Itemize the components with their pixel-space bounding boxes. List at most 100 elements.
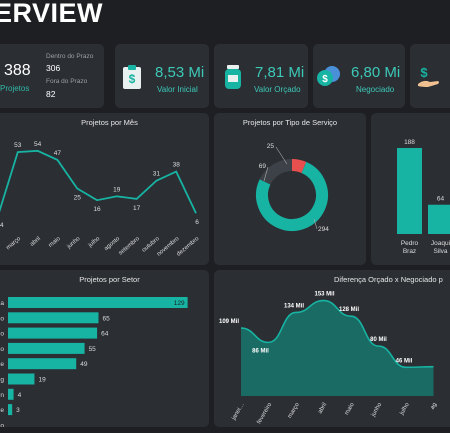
donut-slice xyxy=(291,159,307,174)
data-label: 17 xyxy=(133,205,141,212)
x-tick-label: maio xyxy=(344,401,356,416)
x-tick-label: Joaqui xyxy=(431,240,450,247)
projetos-por-setor-panel: Projetos por Setor a 129 o 65 o 64 o 55 e 49 g 19 n 4… xyxy=(0,270,209,427)
kpi-negociado-label: Negociado xyxy=(356,85,395,94)
x-tick-label: ag xyxy=(430,402,439,411)
x-tick-label: março xyxy=(287,401,301,419)
data-label: 64 xyxy=(101,331,109,338)
data-label: 153 Mil xyxy=(314,292,334,298)
x-tick-label: janei… xyxy=(231,402,246,422)
bar xyxy=(428,204,450,234)
x-tick-label: abril xyxy=(317,402,328,415)
kpi-projetos-card: 388 Projetos Dentro do Prazo 306 Fora do… xyxy=(0,44,104,108)
data-label: 19 xyxy=(38,377,46,384)
projetos-por-mes-chart: 4 53 54 47 25 16 19 17 31 38 6 março abril maio junho j… xyxy=(0,141,201,258)
y-tick-label: o xyxy=(0,315,4,322)
data-label: 65 xyxy=(103,315,111,322)
data-label: 38 xyxy=(173,162,181,169)
projetos-por-setor-chart: a 129 o 65 o 64 o 55 e 49 g 19 n 4 e 3 o xyxy=(0,297,188,427)
x-tick-label: Silva xyxy=(433,248,447,255)
diferenca-orcado-title: Diferença Orçado x Negociado p xyxy=(334,275,443,284)
x-tick-label: junho xyxy=(66,236,82,251)
projetos-por-responsavel-panel: 188 Pedro Braz 64 Joaqui Silva xyxy=(371,113,450,265)
data-label: 25 xyxy=(267,143,275,150)
diferenca-orcado-chart: 109 Mil 86 Mil 134 Mil 153 Mil 128 Mil 80 Mil… xyxy=(219,292,439,426)
kpi-negociado-card: $ 6,80 Mi Negociado xyxy=(313,44,405,108)
data-label: 55 xyxy=(89,346,97,353)
y-tick-label: a xyxy=(0,300,4,307)
x-tick-label: dezembro xyxy=(176,236,201,258)
data-label: 47 xyxy=(54,150,62,157)
data-label: 4 xyxy=(18,392,22,399)
data-label: 25 xyxy=(74,195,82,202)
chat-bubbles-icon: $ xyxy=(317,66,340,86)
data-label: 64 xyxy=(437,196,445,203)
data-label: 6 xyxy=(195,219,199,226)
hand-money-icon: $ xyxy=(418,65,439,87)
y-tick-label: g xyxy=(0,377,4,384)
bar xyxy=(8,373,35,385)
series-area xyxy=(241,300,434,396)
y-tick-label: o xyxy=(0,331,4,338)
diferenca-orcado-panel: Diferença Orçado x Negociado p 109 Mil 86… xyxy=(214,270,450,427)
kpi-fora-label: Fora do Prazo xyxy=(46,78,88,85)
x-tick-label: março xyxy=(5,236,22,252)
leader-line xyxy=(313,218,318,230)
data-label: 128 Mil xyxy=(339,307,359,313)
svg-text:$: $ xyxy=(420,65,428,80)
kpi-dentro-value: 306 xyxy=(46,63,61,73)
bar xyxy=(8,388,14,400)
x-tick-label: junho xyxy=(370,401,383,418)
data-label: 49 xyxy=(80,361,88,368)
x-tick-label: setembro xyxy=(118,236,142,257)
kpi-valor-inicial-label: Valor Inicial xyxy=(157,85,198,94)
y-tick-label: e xyxy=(0,361,4,368)
kpi-valor-orcado-card: 7,81 Mi Valor Orçado xyxy=(214,44,308,108)
data-label: 134 Mil xyxy=(284,303,304,309)
data-label: 31 xyxy=(153,171,161,178)
data-label: 46 Mil xyxy=(396,358,413,364)
kpi-valor-orcado-value: 7,81 Mi xyxy=(255,64,305,81)
data-label: 294 xyxy=(318,226,329,233)
data-label: 54 xyxy=(34,141,42,148)
kpi-projetos-label: Projetos xyxy=(0,84,30,93)
x-tick-label: julho xyxy=(399,401,411,416)
kpi-valor-orcado-label: Valor Orçado xyxy=(254,85,301,94)
x-tick-label: julho xyxy=(87,236,102,250)
money-jar-icon xyxy=(225,65,241,89)
bar xyxy=(8,404,13,416)
bar xyxy=(8,358,77,370)
kpi-projetos-total: 388 xyxy=(4,62,31,79)
page-title: ERVIEW xyxy=(0,0,104,28)
x-tick-label: Braz xyxy=(403,248,416,255)
series-line xyxy=(240,299,434,369)
data-label: 16 xyxy=(93,206,101,213)
bar xyxy=(8,312,99,324)
x-tick-label: agosto xyxy=(103,236,121,253)
projetos-por-tipo-chart: 294 69 25 xyxy=(256,143,329,233)
leader-line xyxy=(263,166,269,182)
projetos-por-tipo-panel: Projetos por Tipo de Serviço 294 69 25 xyxy=(214,113,366,265)
svg-text:$: $ xyxy=(322,74,328,85)
clipboard-money-icon: $ xyxy=(123,65,141,89)
kpi-fora-value: 82 xyxy=(46,89,56,99)
x-tick-label: Pedro xyxy=(401,240,419,247)
data-label: 53 xyxy=(14,142,22,149)
data-label: 80 Mil xyxy=(370,337,387,343)
x-tick-label: fevereiro xyxy=(256,401,273,425)
data-label: 188 xyxy=(404,139,415,146)
y-tick-label: o xyxy=(0,422,4,427)
data-label: 4 xyxy=(0,222,4,229)
y-tick-label: e xyxy=(0,407,4,414)
projetos-por-setor-title: Projetos por Setor xyxy=(79,275,140,284)
projetos-por-tipo-title: Projetos por Tipo de Serviço xyxy=(242,118,338,127)
data-label: 69 xyxy=(259,163,267,170)
data-label: 19 xyxy=(113,186,121,193)
bar xyxy=(8,327,98,339)
data-label: 86 Mil xyxy=(252,348,269,354)
kpi-valor-inicial-card: $ 8,53 Mi Valor Inicial xyxy=(115,44,209,108)
bar xyxy=(8,342,85,354)
x-tick-label: maio xyxy=(48,236,62,249)
y-tick-label: n xyxy=(0,392,4,399)
